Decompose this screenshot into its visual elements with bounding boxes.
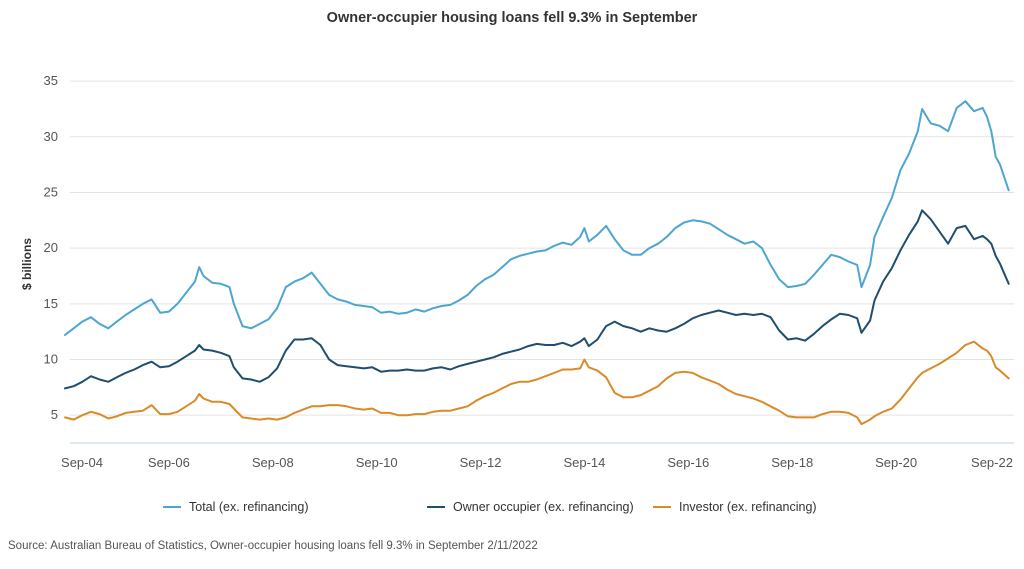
y-tick-label: 15 (44, 296, 58, 311)
series-lines (64, 100, 1010, 426)
y-axis-label: $ billions (20, 238, 34, 290)
x-tick-label: Sep-10 (356, 455, 398, 470)
legend-swatch-owner-occupier (427, 506, 445, 508)
legend-label-investor: Investor (ex. refinancing) (679, 500, 817, 514)
x-tick-label: Sep-14 (563, 455, 605, 470)
x-tick-label: Sep-16 (667, 455, 709, 470)
legend: Total (ex. refinancing) Owner occupier (… (0, 500, 1024, 520)
legend-swatch-investor (653, 506, 671, 508)
gridlines (70, 80, 1014, 444)
y-axis-ticks: 5 10 15 20 25 30 35 (44, 73, 58, 422)
y-tick-label: 20 (44, 240, 58, 255)
chart-title: Owner-occupier housing loans fell 9.3% i… (326, 10, 698, 26)
y-tick-label: 5 (51, 407, 58, 422)
series-line-total-ex-refinancing (64, 100, 1010, 336)
series-line-investor-ex-refinancing (64, 340, 1010, 426)
y-tick-label: 30 (44, 129, 58, 144)
x-tick-label: Sep-04 (61, 455, 103, 470)
legend-item-owner-occupier[interactable]: Owner occupier (ex. refinancing) (427, 500, 634, 514)
legend-label-total: Total (ex. refinancing) (189, 500, 309, 514)
x-tick-label: Sep-08 (252, 455, 294, 470)
x-tick-label: Sep-06 (148, 455, 190, 470)
x-tick-label: Sep-22 (971, 455, 1013, 470)
series-line-owner-occupier-ex-refinancing (64, 209, 1010, 390)
legend-swatch-total (163, 506, 181, 508)
x-tick-label: Sep-12 (460, 455, 502, 470)
source-note: Source: Australian Bureau of Statistics,… (8, 540, 538, 552)
x-tick-label: Sep-20 (875, 455, 917, 470)
legend-item-total[interactable]: Total (ex. refinancing) (163, 500, 309, 514)
x-tick-label: Sep-18 (771, 455, 813, 470)
y-tick-label: 25 (44, 184, 58, 199)
legend-item-investor[interactable]: Investor (ex. refinancing) (653, 500, 817, 514)
x-axis-ticks: Sep-04 Sep-06 Sep-08 Sep-10 Sep-12 Sep-14 Sep-… (61, 455, 1013, 470)
y-tick-label: 10 (44, 351, 58, 366)
y-tick-label: 35 (44, 73, 58, 88)
legend-label-owner-occupier: Owner occupier (ex. refinancing) (453, 500, 634, 514)
